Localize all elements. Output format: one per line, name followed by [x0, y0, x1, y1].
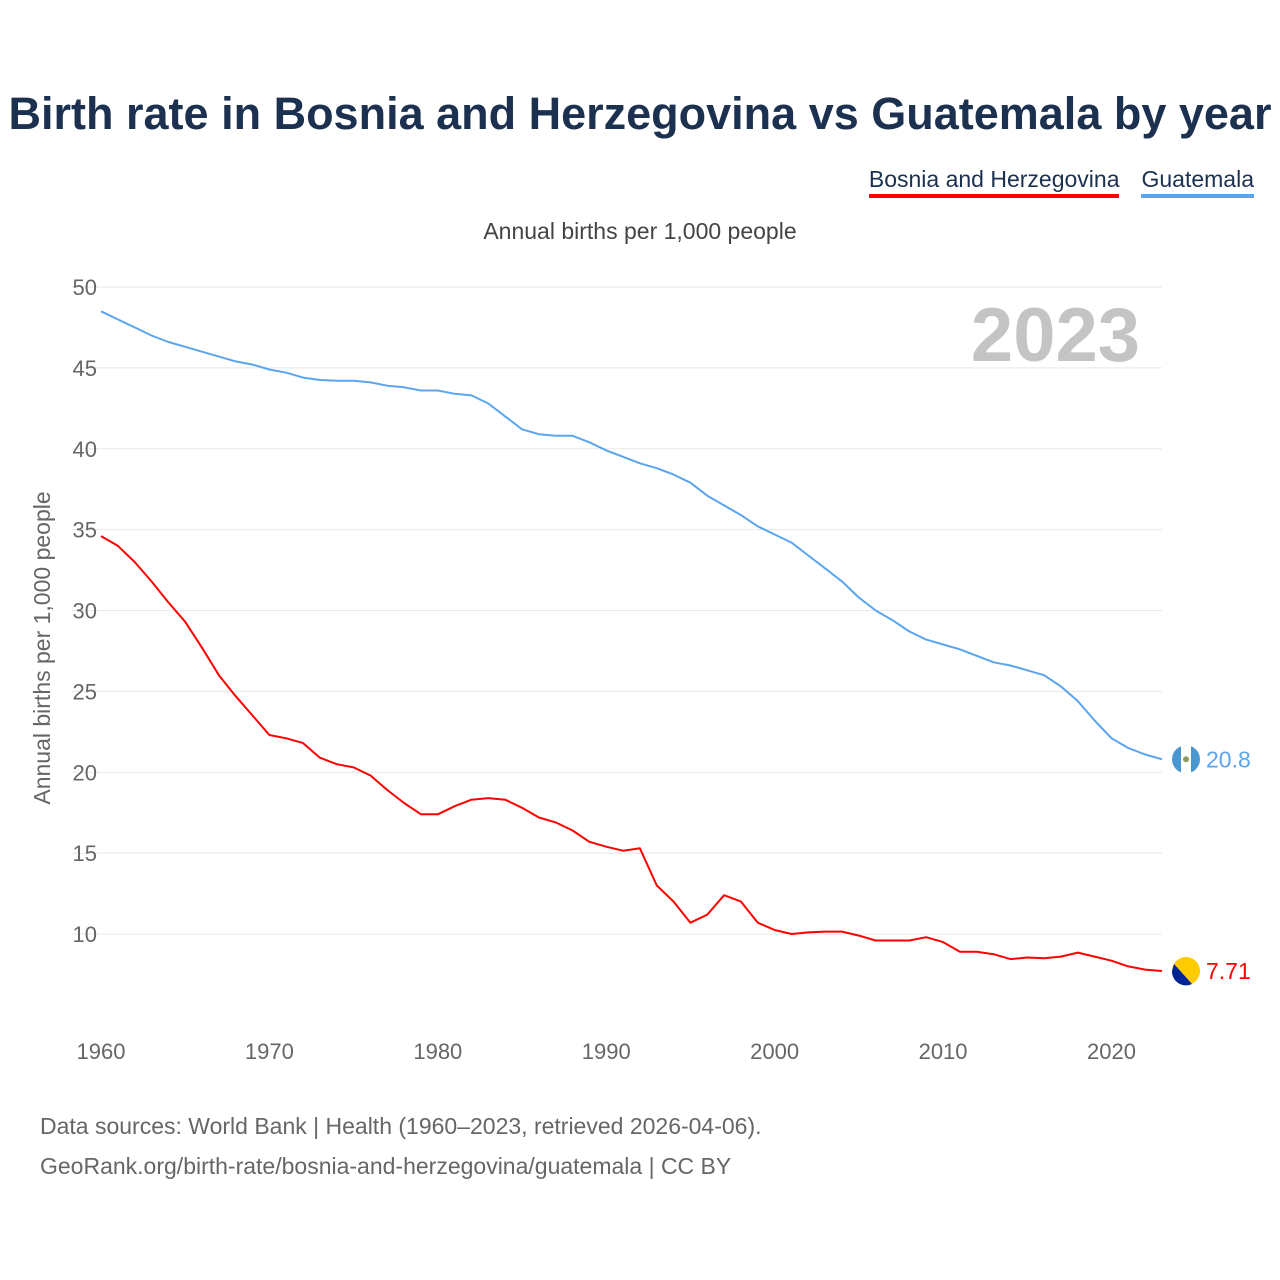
guatemala-flag-icon — [1172, 745, 1200, 774]
y-tick-label: 20 — [73, 760, 97, 785]
chart-title: Birth rate in Bosnia and Herzegovina vs … — [8, 88, 1272, 139]
x-tick-label: 1980 — [413, 1039, 462, 1064]
bosnia-flag-icon — [1171, 957, 1200, 986]
footer-sources: Data sources: World Bank | Health (1960–… — [40, 1113, 762, 1139]
y-tick-label: 30 — [73, 599, 97, 624]
y-tick-label: 50 — [73, 275, 97, 300]
y-tick-label: 15 — [73, 841, 97, 866]
y-tick-label: 45 — [73, 356, 97, 381]
series-line-guatemala — [100, 310, 1163, 761]
x-tick-label: 1990 — [582, 1039, 631, 1064]
legend-item-guatemala[interactable]: Guatemala — [1141, 166, 1254, 198]
x-tick-label: 1970 — [245, 1039, 294, 1064]
y-tick-label: 10 — [73, 922, 97, 947]
legend: Bosnia and Herzegovina Guatemala — [868, 166, 1254, 198]
footer: Data sources: World Bank | Health (1960–… — [40, 1106, 762, 1186]
x-tick-label: 2020 — [1087, 1039, 1136, 1064]
y-tick-label: 40 — [73, 437, 97, 462]
series-lines: 7.71 20.8 — [100, 310, 1251, 986]
series-line-bosnia — [100, 535, 1163, 972]
x-tick-label: 2000 — [750, 1039, 799, 1064]
x-tick-label: 2010 — [919, 1039, 968, 1064]
gridlines: 10 15 20 25 30 35 40 45 50 1960 1970 1980 1990 2000 20… — [71, 275, 1162, 1064]
y-tick-label: 25 — [73, 679, 97, 704]
end-value-label: 7.71 — [1206, 958, 1251, 984]
y-tick-label: 35 — [73, 518, 97, 543]
footer-link[interactable]: GeoRank.org/birth-rate/bosnia-and-herzeg… — [40, 1153, 732, 1179]
x-tick-label: 1960 — [77, 1039, 126, 1064]
year-watermark: 2023 — [971, 293, 1140, 378]
y-axis-label: Annual births per 1,000 people — [29, 491, 55, 804]
end-value-label: 20.8 — [1206, 746, 1251, 772]
legend-item-bosnia[interactable]: Bosnia and Herzegovina — [868, 166, 1120, 198]
chart-subtitle: Annual births per 1,000 people — [483, 218, 797, 244]
